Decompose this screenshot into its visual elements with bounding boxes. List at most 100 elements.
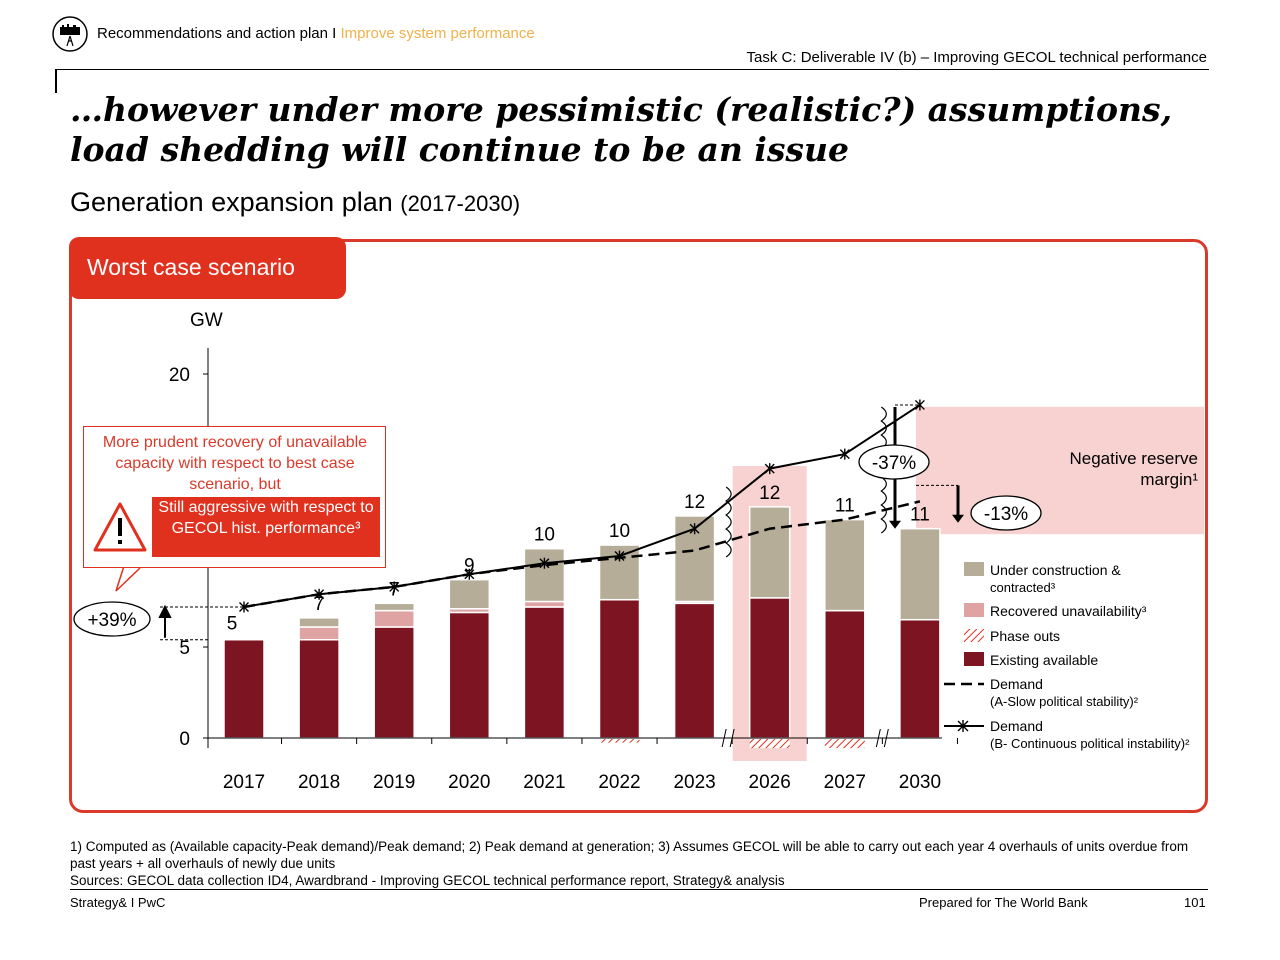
subsection-title: Improve system performance (340, 25, 535, 42)
demand-b-marker-2019 (389, 581, 400, 593)
header-breadcrumb: Recommendations and action plan I Improv… (97, 25, 535, 42)
x-tick-label-2021: 2021 (523, 772, 565, 793)
annotation-layer: +39% -37% -13% Negative reserve margin¹ (73, 404, 1198, 641)
demand-b-line (243, 404, 921, 608)
subtitle-main: Generation expansion plan (70, 187, 393, 217)
total-label-2026: 12 (759, 483, 780, 504)
y-tick-label-0: 0 (179, 729, 190, 750)
legend-label-recovered-unavailability: Recovered unavailability³ (990, 603, 1147, 619)
reserve-arrowhead-2030-b (889, 520, 901, 529)
bar-existing-available-2018 (298, 638, 340, 739)
callout-pointer (115, 566, 141, 592)
bar-under-construction-contracted-2020 (448, 578, 491, 610)
bar-existing-available-2027 (824, 609, 866, 739)
demand-b-marker-2030 (914, 399, 925, 411)
legend-star-marker (957, 720, 969, 732)
bar-recovered-unavailability-2019 (373, 609, 415, 628)
reserve-badge-2030-a (970, 495, 1042, 531)
bar-under-construction-contracted-2030 (899, 527, 941, 621)
reserve-arrowhead-2030-a (952, 514, 964, 523)
total-label-2030: 11 (910, 505, 930, 526)
page-number: 101 (1184, 895, 1206, 910)
legend-label-demand-b-continuous-political-instability: Demand (990, 718, 1043, 734)
y-axis-unit: GW (190, 310, 223, 331)
bar-existing-available-2020 (448, 611, 491, 739)
footnotes: 1) Computed as (Available capacity-Peak … (70, 839, 1189, 871)
footer-client: Prepared for The World Bank (919, 895, 1088, 910)
y-tick-label-20: 20 (169, 365, 190, 386)
bar-existing-available-2017 (223, 638, 265, 739)
demand-b-marker-2026 (764, 463, 775, 475)
bar-under-construction-contracted-2018 (298, 617, 340, 628)
reserve-badge-2017 (73, 601, 151, 637)
axis-break-mark (875, 728, 889, 748)
total-label-2023: 12 (684, 492, 705, 513)
bar-existing-available-2023 (673, 602, 716, 739)
x-tick-label-2018: 2018 (298, 772, 340, 793)
total-label-2017: 5 (227, 614, 238, 635)
negative-reserve-label-line2: margin¹ (1140, 470, 1198, 489)
subtitle-years: (2017-2030) (400, 191, 521, 216)
bar-under-construction-contracted-2022 (598, 544, 641, 601)
chart-frame (69, 239, 1208, 813)
bar-under-construction-contracted-2019 (373, 602, 415, 612)
bar-existing-available-2019 (373, 626, 415, 739)
axes-layer: 2017 2018 2019 2020 2021 2022 2023 2026 2027 2030… (169, 310, 958, 793)
demand-a-line (243, 500, 921, 609)
bar-recovered-unavailability-2018 (298, 626, 340, 641)
demand-b-marker-2027 (839, 448, 850, 460)
header-divider (55, 69, 1209, 70)
reserve-label-2030-b: -37% (872, 453, 916, 474)
x-tick-label-2026: 2026 (749, 772, 791, 793)
negative-reserve-area (916, 406, 1204, 535)
bar-phase-outs-2027 (824, 739, 865, 749)
legend-swatch-phase-outs (964, 629, 984, 642)
footer-brand: Strategy& I PwC (70, 895, 166, 910)
legend: Under construction & contracted³ Recovered… (944, 562, 1190, 751)
warning-icon (93, 502, 147, 552)
reserve-badge-2030-b (858, 444, 930, 480)
negative-reserve-label-line1: Negative reserve (1069, 449, 1198, 468)
reserve-arrow-up (158, 604, 172, 638)
total-label-2018: 7 (314, 594, 325, 615)
demand-lines-layer (239, 399, 925, 613)
demand-b-marker-2022 (614, 550, 625, 562)
bar-existing-available-2022 (598, 598, 641, 739)
bar-existing-available-2021 (523, 606, 566, 739)
bar-existing-available-2026 (748, 597, 791, 739)
sources: Sources: GECOL data collection ID4, Awar… (70, 872, 1208, 890)
x-tick-label-2019: 2019 (373, 772, 415, 793)
bar-phase-outs-2022 (599, 739, 640, 743)
total-label-2022: 10 (609, 521, 630, 542)
legend-label-under-construction-contracted: Under construction & (990, 562, 1121, 578)
callout-text-secondary: Still aggressive with respect to GECOL h… (158, 499, 374, 537)
callout-highlight-box (152, 497, 380, 557)
legend-sublabel-demand-a-slow-political-stability: (A-Slow political stability)² (990, 694, 1139, 709)
page-subtitle: Generation expansion plan (2017-2030) (70, 187, 520, 218)
bar-under-construction-contracted-2026 (748, 506, 791, 599)
legend-swatch-under-construction-contracted (964, 562, 984, 576)
legend-sublabel-under-construction-contracted: contracted³ (990, 580, 1056, 595)
bar-under-construction-contracted-2021 (523, 547, 566, 603)
total-label-2021: 10 (534, 525, 555, 546)
x-tick-label-2017: 2017 (223, 772, 265, 793)
total-label-2027: 11 (835, 496, 855, 517)
line-break-mark (725, 486, 732, 558)
demand-b-marker-2020 (464, 568, 475, 580)
bar-recovered-unavailability-2021 (523, 600, 566, 608)
reserve-label-2017: +39% (87, 610, 136, 631)
demand-b-marker-2021 (539, 557, 550, 569)
bar-existing-available-2030 (899, 618, 941, 739)
callout-text-primary: More prudent recovery of unavailable cap… (102, 434, 368, 493)
demand-b-marker-2017 (239, 601, 249, 613)
section-title: Recommendations and action plan (97, 25, 328, 42)
breadcrumb-separator: I (332, 25, 337, 42)
total-label-2020: 9 (464, 556, 475, 577)
legend-sublabel-demand-b-continuous-political-instability: (B- Continuous political instability)² (990, 736, 1190, 751)
legend-label-demand-a-slow-political-stability: Demand (990, 676, 1043, 692)
axis-break-mark (721, 728, 735, 748)
demand-b-marker-2023 (689, 523, 700, 535)
header-tick-mark (55, 69, 57, 93)
company-logo (52, 16, 88, 52)
